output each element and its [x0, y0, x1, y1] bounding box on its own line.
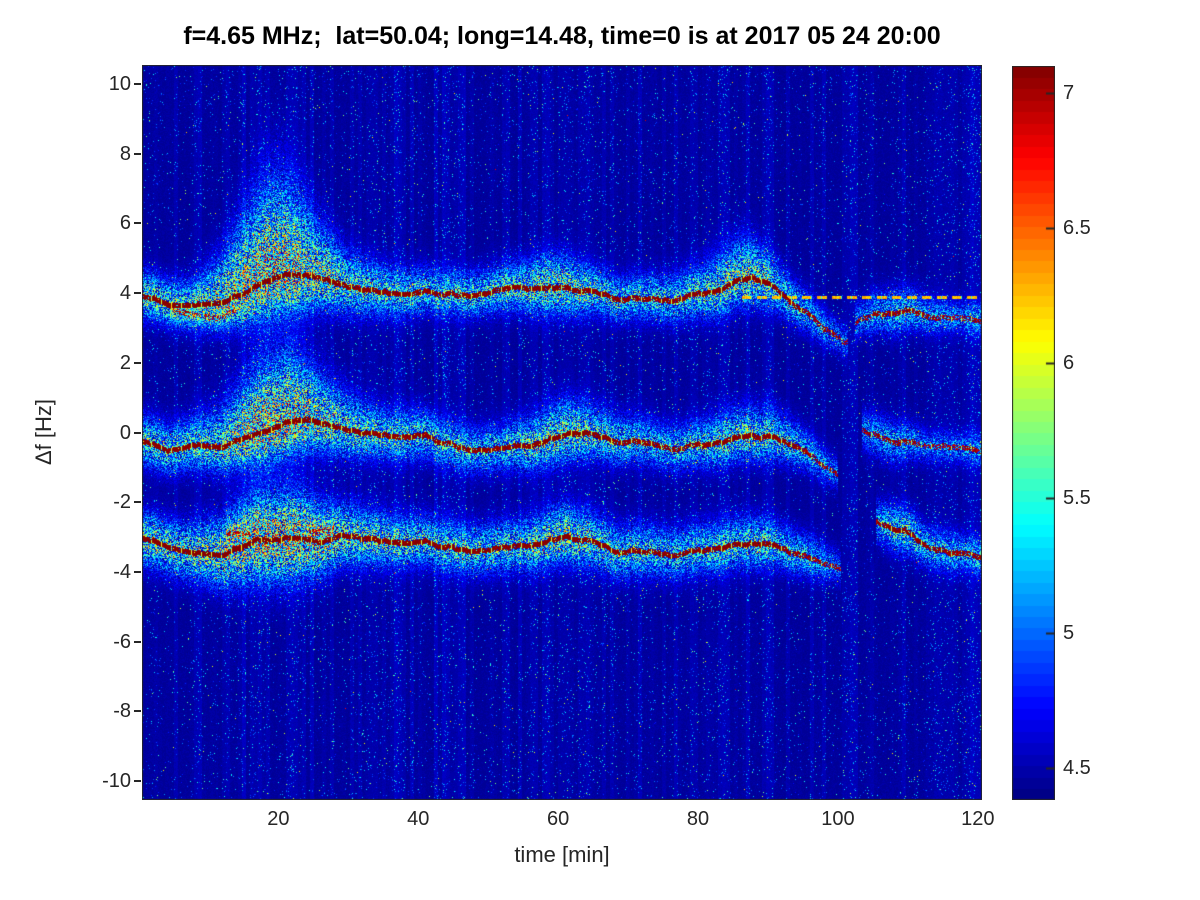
y-tick-label: 4 — [119, 282, 131, 305]
y-tick-label: -6 — [113, 630, 131, 653]
y-axis-tick-mark — [134, 152, 141, 155]
y-tick-label: 2 — [119, 351, 131, 374]
colorbar-tick-label: 4.5 — [1063, 756, 1091, 779]
colorbar-tick-label: 6.5 — [1063, 216, 1091, 239]
colorbar-tick-label: 5 — [1063, 621, 1075, 644]
chart-title: f=4.65 MHz; lat=50.04; long=14.48, time=… — [183, 22, 941, 50]
y-tick-label: 8 — [119, 142, 131, 165]
y-axis-tick-mark — [134, 640, 141, 643]
x-axis-label: time [min] — [514, 842, 610, 867]
y-axis-tick-mark — [134, 570, 141, 573]
y-axis-tick-mark — [134, 292, 141, 295]
y-axis-tick-mark — [134, 222, 141, 225]
y-tick-label: 0 — [119, 421, 131, 444]
x-tick-label: 20 — [267, 808, 290, 830]
y-tick-label: 6 — [119, 212, 131, 235]
colorbar-tick-label: 6 — [1063, 351, 1075, 374]
spectrogram-heatmap — [142, 65, 982, 800]
y-axis-tick-mark — [134, 431, 141, 434]
y-axis-tick-mark — [134, 779, 141, 782]
y-tick-label: -4 — [113, 560, 131, 583]
y-axis-tick-mark — [134, 710, 141, 713]
x-tick-label: 60 — [547, 808, 570, 830]
y-tick-label: -8 — [113, 700, 131, 723]
y-axis-tick-mark — [134, 501, 141, 504]
y-tick-label: -10 — [102, 769, 131, 792]
y-axis-tick-mark — [134, 361, 141, 364]
x-tick-label: 100 — [821, 808, 855, 830]
y-tick-label: -2 — [113, 491, 131, 514]
x-tick-label: 40 — [407, 808, 430, 830]
colorbar-tick-label: 7 — [1063, 81, 1075, 104]
x-tick-label: 80 — [686, 808, 710, 830]
y-tick-label: 10 — [108, 73, 131, 96]
y-axis-tick-mark — [134, 83, 141, 86]
colorbar — [1012, 66, 1055, 800]
colorbar-tick-label: 5.5 — [1063, 486, 1091, 509]
x-tick-label: 120 — [961, 808, 995, 830]
